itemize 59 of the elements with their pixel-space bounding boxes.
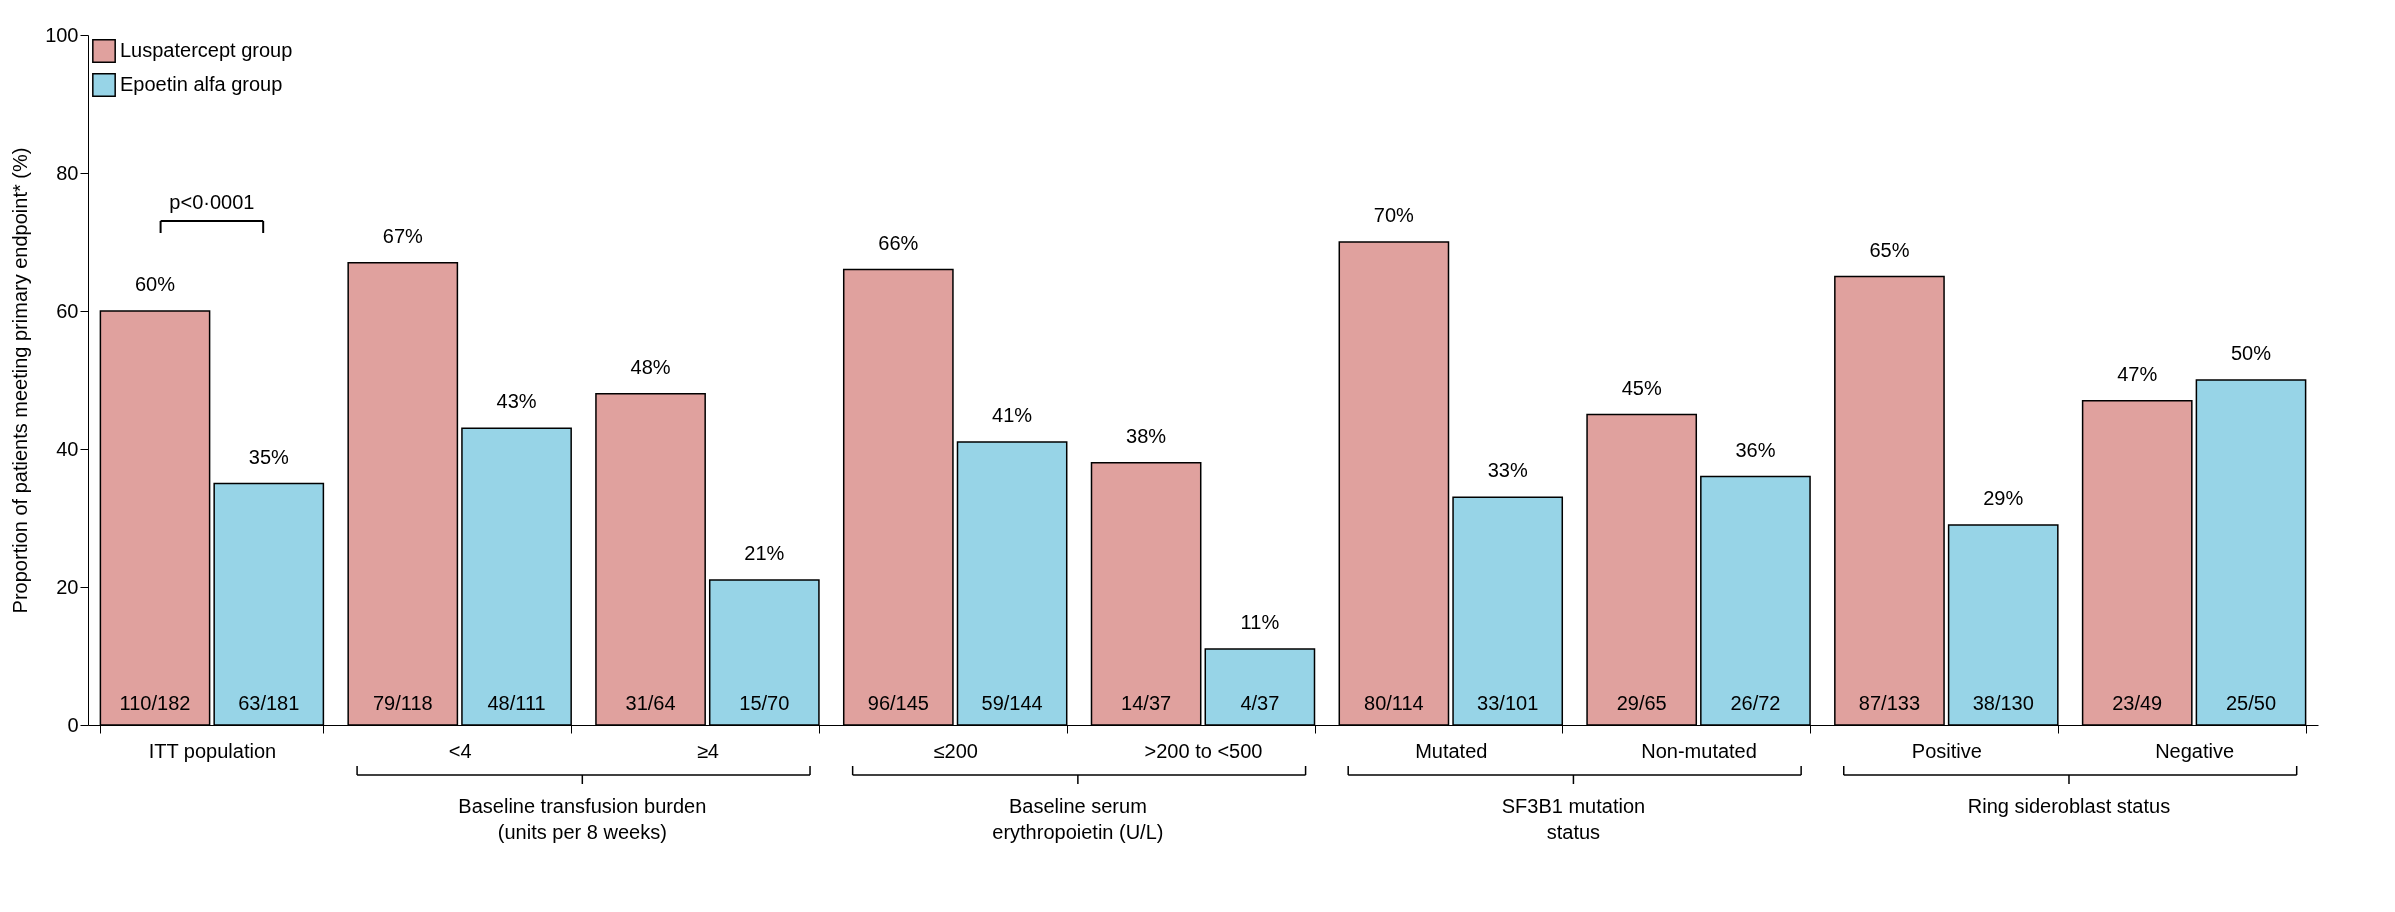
x-tick-label: >200 to <500 xyxy=(1144,739,1263,762)
annotation: 33/101 xyxy=(1477,692,1539,715)
data-label: 41% xyxy=(992,404,1033,427)
y-tick-label: 40 xyxy=(56,437,79,460)
y-axis-title: Proportion of patients meeting primary endpoint* (%) xyxy=(9,147,32,614)
annotation: 79/118 xyxy=(372,692,433,715)
data-label: 65% xyxy=(1869,238,1910,261)
annotation: 26/72 xyxy=(1730,692,1781,715)
x-tick-label: Negative xyxy=(2155,739,2235,762)
annotation: 23/49 xyxy=(2112,692,2163,715)
annotation: 15/70 xyxy=(739,692,790,715)
data-label: 43% xyxy=(496,390,537,413)
x-tick-label: ≤200 xyxy=(933,739,978,762)
y-tick-label: 20 xyxy=(56,575,79,598)
annotation: 59/144 xyxy=(981,692,1043,715)
data-label: 48% xyxy=(630,355,671,378)
x-tick-label: Mutated xyxy=(1415,739,1488,762)
annotation: 63/181 xyxy=(238,692,300,715)
y-tick-label: 0 xyxy=(67,713,79,736)
annotation: 4/37 xyxy=(1240,692,1280,715)
data-label: 70% xyxy=(1373,204,1415,226)
annotation: 80/114 xyxy=(1364,692,1424,715)
text: Ring sideroblast status xyxy=(1967,795,2171,817)
data-label: 67% xyxy=(382,224,424,247)
data-label: 45% xyxy=(1621,376,1662,399)
annotation: 31/64 xyxy=(625,692,676,715)
annotation: 25/50 xyxy=(2225,692,2277,715)
data-label: 21% xyxy=(744,542,785,565)
data-label: 35% xyxy=(248,445,290,468)
data-label: 11% xyxy=(1240,611,1280,634)
x-tick-label: Positive xyxy=(1911,739,1982,762)
annotation: 87/133 xyxy=(1858,692,1921,715)
annotation: 96/145 xyxy=(867,692,929,715)
annotation: 38/130 xyxy=(1972,692,2034,715)
legend-label: Epoetin alfa group xyxy=(120,73,283,95)
x-tick-label: ITT population xyxy=(148,739,277,762)
annotation: p<0·0001 xyxy=(169,191,255,213)
text: SF3B1 mutation status xyxy=(1501,795,1646,843)
annotation: 110/182 xyxy=(119,692,191,715)
x-tick-label: Non-mutated xyxy=(1641,739,1757,762)
legend-label: Luspatercept group xyxy=(120,39,293,61)
data-label: 29% xyxy=(1983,486,2024,509)
data-label: 66% xyxy=(878,231,919,254)
annotation: 29/65 xyxy=(1616,692,1667,715)
x-tick-label: <4 xyxy=(448,739,472,762)
annotation: 48/111 xyxy=(487,692,546,715)
data-label: 38% xyxy=(1126,424,1167,447)
annotation: 14/37 xyxy=(1121,692,1172,715)
data-label: 50% xyxy=(2230,342,2272,364)
y-tick-label: 100 xyxy=(45,23,79,46)
data-label: 33% xyxy=(1487,459,1528,482)
text: Baseline transfusion burden (units per 8 weeks) xyxy=(458,795,707,843)
text: Baseline serum erythropoietin (U/L) xyxy=(992,795,1164,843)
x-tick-label: ≥4 xyxy=(696,739,719,762)
data-label: 47% xyxy=(2117,362,2158,385)
data-label: 36% xyxy=(1735,438,1776,461)
y-tick-label: 80 xyxy=(56,161,79,184)
data-label: 60% xyxy=(134,273,176,295)
y-tick-label: 60 xyxy=(56,299,79,322)
